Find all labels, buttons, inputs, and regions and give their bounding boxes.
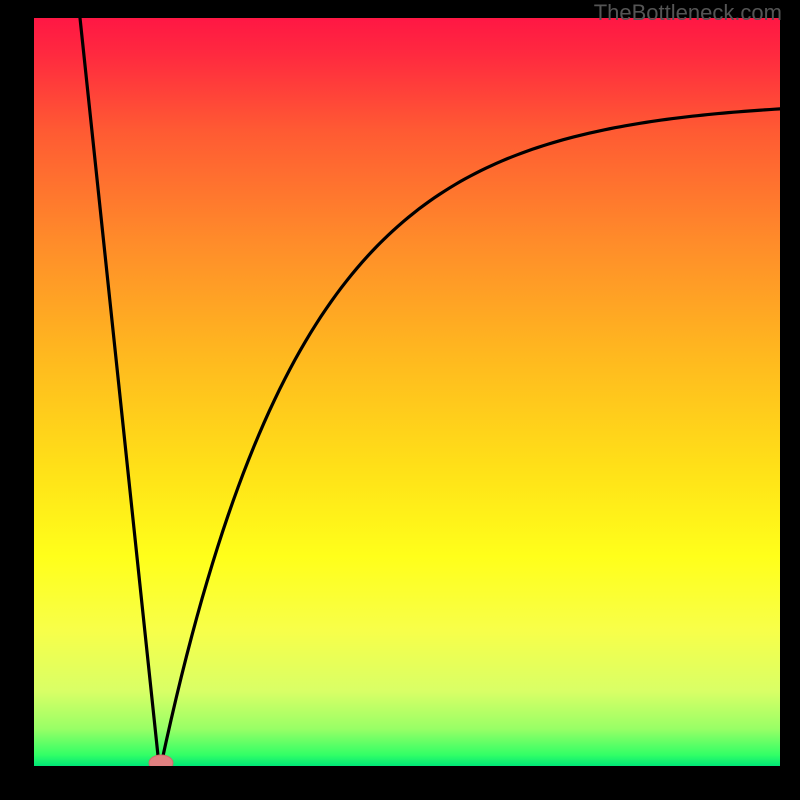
bottleneck-marker <box>149 755 173 766</box>
bottleneck-curve <box>34 18 780 766</box>
chart-container: TheBottleneck.com <box>0 0 800 800</box>
watermark-text: TheBottleneck.com <box>594 0 782 26</box>
plot-area <box>34 18 780 766</box>
